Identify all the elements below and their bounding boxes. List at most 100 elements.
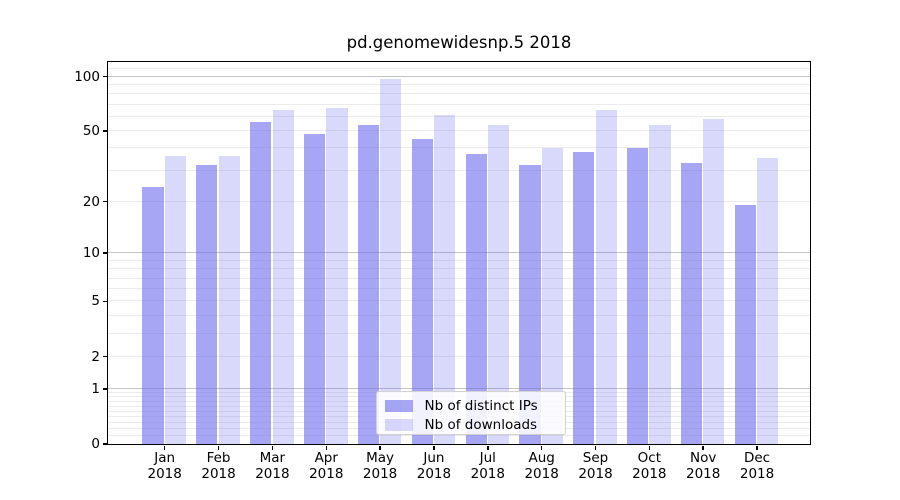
x-tick-month-jul: Jul	[479, 450, 496, 466]
x-tick-year-may: 2018	[362, 465, 398, 482]
x-tick-mark-may	[379, 445, 381, 450]
bar-nb-of-distinct-ips-jun	[411, 138, 433, 444]
x-tick-label-sep: Sep 2018	[556, 450, 636, 482]
gridline-50	[107, 130, 810, 132]
gridline-9	[107, 259, 810, 261]
bar-nb-of-distinct-ips-sep	[573, 151, 595, 444]
bars-layer	[108, 62, 810, 444]
x-tick-month-jan: Jan	[154, 450, 176, 466]
legend-swatch-distinct-ips	[384, 400, 413, 413]
x-tick-month-sep: Sep	[582, 450, 609, 466]
bar-nb-of-downloads-feb	[218, 156, 240, 444]
x-tick-mark-nov	[702, 445, 704, 450]
x-tick-mark-dec	[756, 445, 758, 450]
x-tick-month-aug: Aug	[528, 450, 555, 466]
x-tick-year-jan: 2018	[147, 465, 182, 482]
bar-nb-of-distinct-ips-nov	[680, 162, 703, 444]
bar-nb-of-downloads-mar	[272, 110, 294, 444]
x-tick-label-may: May 2018	[340, 450, 420, 482]
y-tick-label-0: 0	[91, 436, 100, 452]
x-tick-label-oct: Oct 2018	[609, 450, 689, 482]
x-tick-year-oct: 2018	[632, 465, 667, 482]
x-tick-month-oct: Oct	[637, 450, 662, 466]
bar-nb-of-distinct-ips-oct	[627, 147, 649, 444]
x-tick-label-apr: Apr 2018	[286, 450, 366, 482]
gridline-100	[107, 75, 810, 77]
gridline-3	[107, 332, 810, 334]
bar-nb-of-downloads-apr	[326, 107, 348, 444]
gridline-4	[107, 314, 810, 316]
legend-item-distinct-ips: Nb of distinct IPs	[377, 397, 565, 416]
x-tick-month-dec: Dec	[743, 450, 771, 466]
x-tick-label-jul: Jul 2018	[448, 450, 528, 482]
x-tick-month-mar: Mar	[259, 450, 286, 466]
y-tick-label-5: 5	[91, 293, 100, 310]
y-tick-mark-0	[102, 443, 107, 445]
x-tick-mark-feb	[217, 445, 220, 450]
gridline-60	[107, 115, 810, 117]
x-tick-label-aug: Aug 2018	[502, 450, 582, 482]
gridline-20	[107, 200, 810, 202]
y-tick-mark-5	[102, 300, 107, 303]
bar-nb-of-downloads-jun	[434, 115, 456, 444]
x-tick-year-sep: 2018	[578, 465, 613, 482]
x-tick-year-apr: 2018	[309, 465, 344, 482]
x-tick-month-jun: Jun	[423, 450, 445, 466]
y-tick-mark-50	[102, 130, 107, 132]
x-tick-month-may: May	[366, 450, 395, 466]
y-tick-label-20: 20	[82, 193, 100, 210]
bar-nb-of-downloads-nov	[703, 119, 725, 444]
legend-item-downloads: Nb of downloads	[377, 416, 565, 435]
bar-nb-of-downloads-dec	[757, 158, 779, 444]
x-tick-label-jan: Jan 2018	[125, 450, 205, 482]
y-tick-mark-20	[102, 200, 107, 203]
bar-nb-of-downloads-sep	[595, 110, 617, 444]
legend-label-downloads: Nb of downloads	[424, 416, 538, 433]
bar-nb-of-distinct-ips-may	[357, 124, 379, 444]
bar-nb-of-downloads-may	[380, 78, 402, 444]
x-tick-year-feb: 2018	[201, 465, 236, 482]
gridline-6	[107, 288, 810, 290]
x-tick-mark-sep	[594, 445, 597, 450]
x-tick-month-apr: Apr	[314, 450, 338, 466]
bar-nb-of-distinct-ips-jan	[142, 187, 164, 444]
gridline-110	[107, 68, 810, 70]
x-tick-mark-jul	[487, 445, 489, 450]
x-tick-label-feb: Feb 2018	[179, 450, 259, 482]
bar-nb-of-distinct-ips-apr	[303, 133, 326, 444]
gridline-90	[107, 84, 810, 85]
bar-nb-of-distinct-ips-feb	[196, 165, 218, 444]
x-tick-mark-aug	[540, 445, 543, 450]
bar-nb-of-downloads-jan	[164, 156, 186, 444]
bar-nb-of-downloads-aug	[541, 147, 563, 444]
y-tick-label-1: 1	[91, 380, 100, 397]
x-tick-year-dec: 2018	[739, 465, 775, 482]
x-tick-label-dec: Dec 2018	[717, 450, 797, 482]
legend-label-distinct-ips: Nb of distinct IPs	[424, 398, 538, 415]
bar-nb-of-downloads-jul	[487, 124, 510, 444]
x-tick-year-jun: 2018	[416, 465, 452, 482]
bar-nb-of-distinct-ips-aug	[519, 165, 541, 444]
x-tick-year-aug: 2018	[524, 465, 559, 482]
x-tick-label-nov: Nov 2018	[663, 450, 743, 482]
x-tick-mark-jun	[433, 445, 435, 450]
bar-nb-of-downloads-oct	[649, 124, 671, 444]
legend: Nb of distinct IPs Nb of downloads	[375, 391, 566, 435]
gridline-30	[107, 169, 810, 171]
bar-nb-of-distinct-ips-dec	[734, 205, 756, 444]
gridline-5	[107, 300, 810, 302]
gridline-10	[107, 252, 810, 254]
gridline-80	[107, 93, 810, 95]
legend-swatch-downloads	[384, 418, 413, 431]
x-tick-label-mar: Mar 2018	[232, 450, 312, 482]
gridline-1	[107, 387, 810, 389]
gridline-70	[107, 103, 810, 105]
x-tick-mark-apr	[325, 445, 327, 450]
x-tick-year-jul: 2018	[470, 465, 505, 482]
plot-area	[106, 60, 811, 445]
gridline-8	[107, 268, 810, 270]
x-tick-mark-oct	[648, 445, 651, 450]
y-tick-label-50: 50	[82, 123, 100, 140]
y-tick-mark-2	[102, 355, 107, 358]
